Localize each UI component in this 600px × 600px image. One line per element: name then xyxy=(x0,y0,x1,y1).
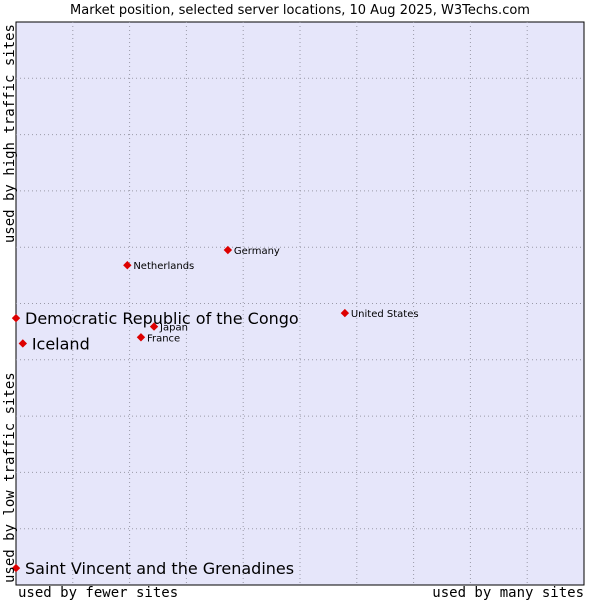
label-iceland: Iceland xyxy=(32,334,90,353)
label-netherlands: Netherlands xyxy=(133,261,194,272)
chart-title: Market position, selected server locatio… xyxy=(70,3,530,18)
label-democratic-republic-of-the-congo: Democratic Republic of the Congo xyxy=(25,309,299,328)
point-netherlands xyxy=(123,261,132,270)
point-japan xyxy=(149,322,159,331)
label-france: France xyxy=(147,333,180,344)
x-axis-label-right: used by many sites xyxy=(432,585,584,600)
point-iceland xyxy=(18,339,28,348)
point-democratic-republic-of-the-congo xyxy=(11,313,21,323)
point-saint-vincent-and-the-grenadines xyxy=(11,563,21,573)
data-points xyxy=(11,245,350,573)
label-japan: Japan xyxy=(159,323,188,334)
label-saint-vincent-and-the-grenadines: Saint Vincent and the Grenadines xyxy=(25,559,294,578)
grid-lines xyxy=(16,22,584,585)
point-labels: Netherlands Germany United States JapanFran… xyxy=(25,246,419,578)
point-france xyxy=(136,333,146,342)
y-axis-label-bottom: used by low traffic sites xyxy=(2,372,18,583)
point-germany xyxy=(223,245,233,255)
x-axis-label-left: used by fewer sites xyxy=(18,585,178,600)
label-united-states: United States xyxy=(351,309,419,320)
y-axis-label-top: used by high traffic sites xyxy=(2,24,18,243)
label-germany: Germany xyxy=(234,246,280,257)
point-united-states xyxy=(340,308,350,318)
